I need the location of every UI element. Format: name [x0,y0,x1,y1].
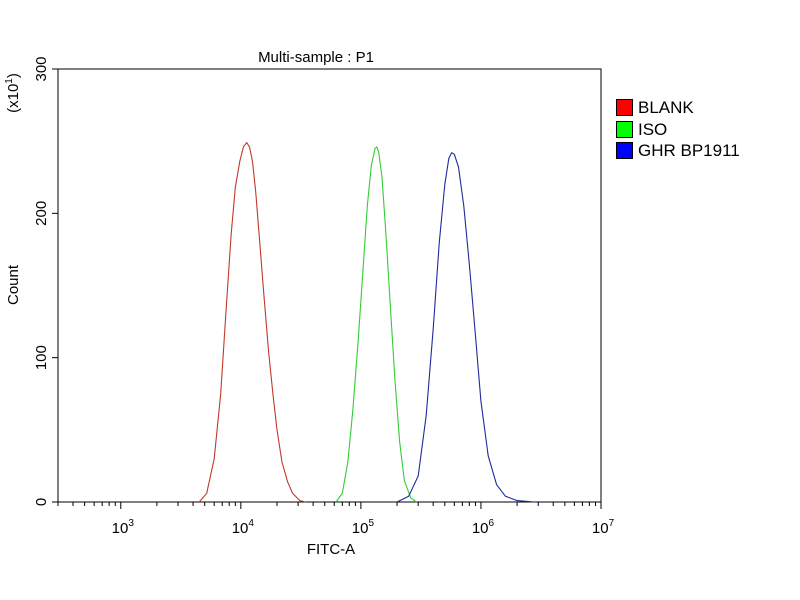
legend-swatch-ghr-bp1911 [616,142,633,160]
legend-swatch-iso [616,120,633,138]
y-tick-label: 300 [33,56,50,81]
series-layer [198,142,535,503]
legend-item-iso: ISO [616,119,740,141]
legend-swatch-blank [616,99,633,117]
x-tick-label: 107 [592,518,615,537]
y-multiplier-close: ) [5,73,22,78]
plot-frame [57,68,602,503]
y-axis: 0 100 200 300 [33,56,58,506]
y-multiplier-exponent: 1 [4,78,15,84]
x-axis: 103 104 105 106 107 [57,502,615,537]
x-tick-label: 103 [112,518,135,537]
x-tick-label: 105 [352,518,375,537]
y-tick-label: 200 [33,201,50,226]
series-line-blank [198,142,307,503]
x-axis-label: FITC-A [307,541,355,558]
legend-label-ghr-bp1911: GHR BP1911 [638,141,740,160]
legend-item-blank: BLANK [616,97,740,119]
series-line-ghr-bp1911 [396,152,535,503]
legend-label-blank: BLANK [638,98,694,117]
legend-item-ghr-bp1911: GHR BP1911 [616,140,740,162]
y-tick-label: 0 [33,498,50,506]
series-line-iso [335,146,417,503]
y-multiplier-base: (x10 [5,84,22,113]
x-tick-label: 104 [232,518,255,537]
y-tick-label: 100 [33,345,50,370]
y-axis-label: Count [5,264,22,305]
legend-label-iso: ISO [638,119,668,139]
chart-title: Multi-sample : P1 [258,49,374,66]
x-tick-label: 106 [472,518,495,537]
y-axis-multiplier: (x101) [4,73,22,113]
legend: BLANK ISO GHR BP1911 [616,97,740,162]
